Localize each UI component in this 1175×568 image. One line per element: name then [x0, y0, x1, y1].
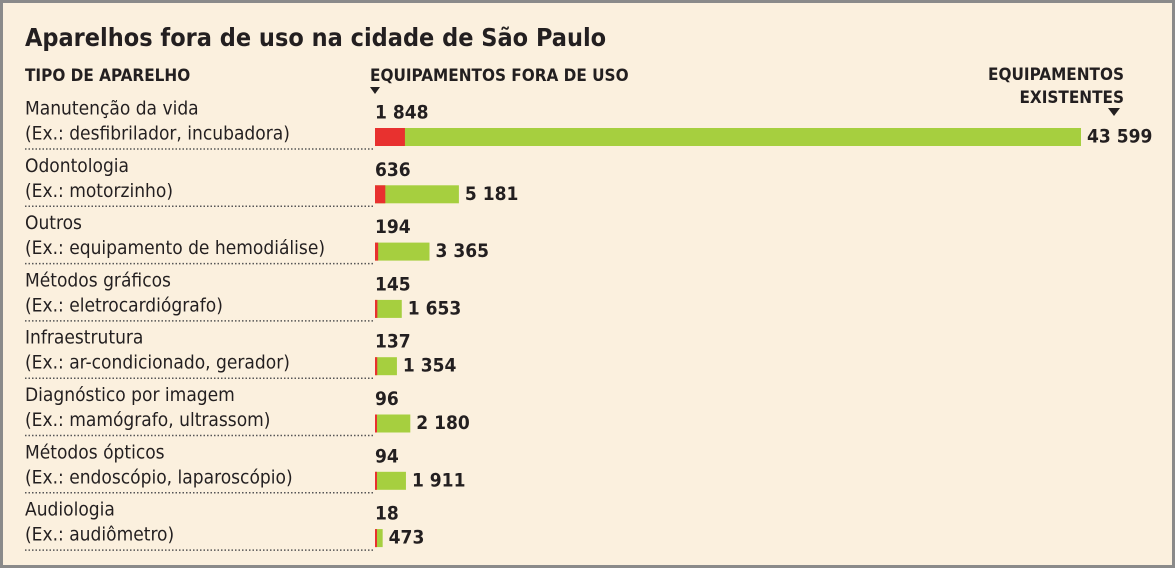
bar-out-of-use [375, 529, 377, 548]
value-label: 5 181 [465, 183, 519, 205]
category-header: TIPO DE APARELHO [25, 66, 190, 86]
bar-existing [375, 414, 411, 433]
marker [370, 87, 380, 94]
category-label: Infraestrutura [25, 327, 143, 349]
value-label: 94 [375, 445, 399, 467]
value-label: 2 180 [416, 412, 470, 434]
value-label: 137 [375, 331, 411, 353]
value-label: 1 354 [403, 355, 457, 377]
bar-existing [375, 357, 397, 376]
value-label: 1 653 [408, 297, 462, 319]
value-label: 1 911 [412, 469, 466, 491]
value-label: 3 365 [435, 240, 489, 262]
category-example: (Ex.: desfibrilador, incubadora) [25, 123, 290, 145]
chart-svg: Aparelhos fora de uso na cidade de São P… [25, 23, 1152, 551]
value-label: 145 [375, 273, 411, 295]
category-label: Outros [25, 212, 82, 234]
bar-out-of-use [375, 185, 386, 204]
legend-label: EQUIPAMENTOS FORA DE USO [370, 66, 629, 86]
bar-out-of-use [375, 128, 405, 146]
bar-out-of-use [375, 242, 379, 261]
bar-existing [375, 299, 402, 318]
category-example: (Ex.: endoscópio, laparoscópio) [25, 466, 293, 488]
category-label: Diagnóstico por imagem [25, 384, 235, 406]
category-example: (Ex.: mamógrafo, ultrassom) [25, 409, 270, 431]
category-example: (Ex.: eletrocardiógrafo) [25, 294, 223, 316]
category-example: (Ex.: motorzinho) [25, 180, 173, 202]
bar-out-of-use [375, 299, 378, 318]
category-example: (Ex.: equipamento de hemodiálise) [25, 237, 325, 259]
bar-existing [375, 471, 406, 490]
value-label: 96 [375, 388, 399, 410]
category-example: (Ex.: ar-condicionado, gerador) [25, 352, 290, 374]
value-label: 194 [375, 216, 411, 238]
value-label: 1 848 [375, 102, 429, 124]
bar-out-of-use [375, 471, 377, 490]
category-label: Audiologia [25, 499, 115, 521]
marker [1108, 108, 1120, 116]
bar-existing [375, 185, 459, 204]
category-label: Odontologia [25, 155, 129, 177]
category-example: (Ex.: audiômetro) [25, 524, 174, 546]
value-label: 473 [389, 527, 425, 549]
bar-existing [375, 128, 1081, 146]
value-label: 18 [375, 503, 399, 525]
bar-existing [375, 242, 430, 261]
bar-out-of-use [375, 414, 377, 433]
value-label: 43 599 [1087, 126, 1152, 148]
bar-out-of-use [375, 357, 378, 376]
value-label: 636 [375, 159, 411, 181]
category-label: Manutenção da vida [25, 98, 199, 120]
category-label: Métodos ópticos [25, 441, 165, 463]
chart-title: Aparelhos fora de uso na cidade de São P… [25, 23, 606, 52]
legend-label: EQUIPAMENTOS EXISTENTES [988, 65, 1124, 108]
bar-existing [375, 529, 383, 548]
category-label: Métodos gráficos [25, 269, 171, 291]
